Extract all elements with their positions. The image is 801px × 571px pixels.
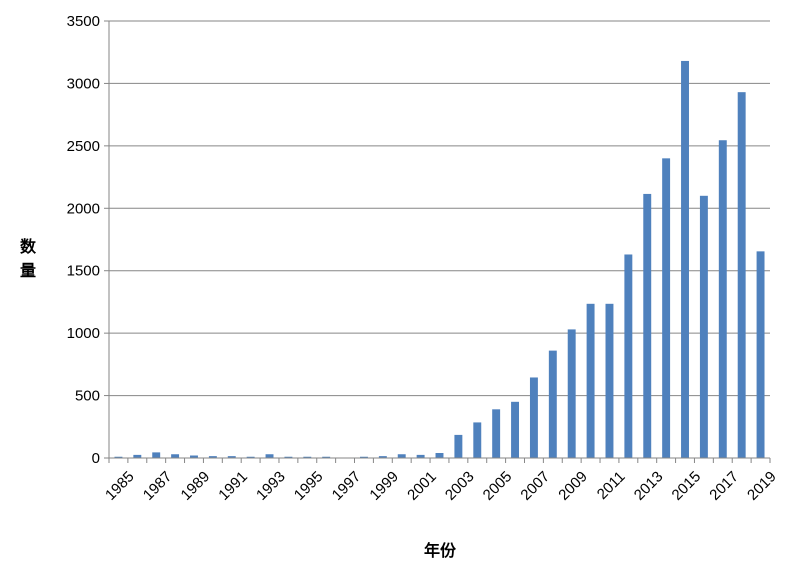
bar-2019 [756,251,765,458]
y-tick-label: 1500 [67,263,100,280]
bar-2007 [529,377,538,458]
bar-2005 [492,409,501,458]
bar-1994 [284,456,293,458]
x-tick-label: 2005 [480,468,516,504]
bar-2009 [567,329,576,458]
x-tick-label: 1995 [291,468,327,504]
x-tick-label: 1985 [102,468,138,504]
bars [114,60,765,459]
x-tick-label: 1989 [178,468,214,504]
bar-1987 [152,452,161,458]
bar-2011 [605,303,614,458]
x-tick-label: 2011 [594,468,629,503]
bar-1998 [359,456,368,458]
bar-2000 [397,454,406,458]
x-tick-label: 2009 [555,468,591,504]
bar-1992 [246,456,255,458]
y-tick-label: 3000 [67,75,100,92]
bar-2018 [737,92,746,459]
bar-2015 [681,60,689,458]
y-axis-title-char-1: 数 [20,237,37,256]
y-tick-labels: 0 500 1000 1500 2000 2500 3000 3500 [67,13,100,467]
bar-1985 [114,456,123,458]
y-tick-label: 2000 [67,200,100,217]
bar-1988 [171,454,180,458]
x-tick-label: 2003 [442,468,478,504]
y-tick-label: 0 [92,450,100,467]
bar-1995 [303,456,312,458]
bar-1996 [322,456,331,458]
x-tick-label: 1999 [366,468,402,504]
bar-1989 [190,455,198,458]
gridlines [104,20,770,459]
x-tick-label: 2013 [631,468,667,504]
x-tick-label: 2015 [669,468,705,504]
bar-1990 [208,456,217,458]
x-tick-label: 1991 [215,468,251,504]
x-tick-label: 2019 [744,468,780,504]
x-axis-title: 年份 [424,541,457,560]
bar-1993 [265,454,274,458]
x-tick-label: 1993 [253,468,289,504]
bar-2003 [454,434,463,458]
bar-2001 [416,454,425,458]
y-tick-label: 3500 [67,13,100,30]
bar-2006 [511,401,520,458]
y-tick-label: 2500 [67,138,100,155]
y-tick-label: 1000 [67,325,100,342]
x-tick-labels: 1985 1987 1989 1991 1993 1995 1997 1999 2001 2003… [102,468,780,504]
x-tick-label: 1987 [140,468,176,504]
bar-2016 [699,195,708,459]
bar-2010 [586,303,595,458]
bar-1999 [378,456,387,458]
x-tick-label: 2007 [517,468,553,504]
x-tick-label: 1997 [329,468,365,504]
x-tick-label: 2017 [706,468,742,504]
bar-2002 [435,453,444,458]
x-tick-label: 2001 [404,468,440,504]
bar-2004 [473,422,482,458]
bar-2017 [718,140,727,459]
axes [108,21,771,463]
y-tick-label: 500 [75,388,100,405]
y-axis-title-char-2: 量 [20,261,36,280]
bar-1991 [227,456,236,458]
bar-2008 [548,350,557,458]
bar-2012 [624,254,633,458]
bar-2014 [662,158,671,458]
bar-1986 [133,454,142,458]
bar-2013 [643,193,652,458]
